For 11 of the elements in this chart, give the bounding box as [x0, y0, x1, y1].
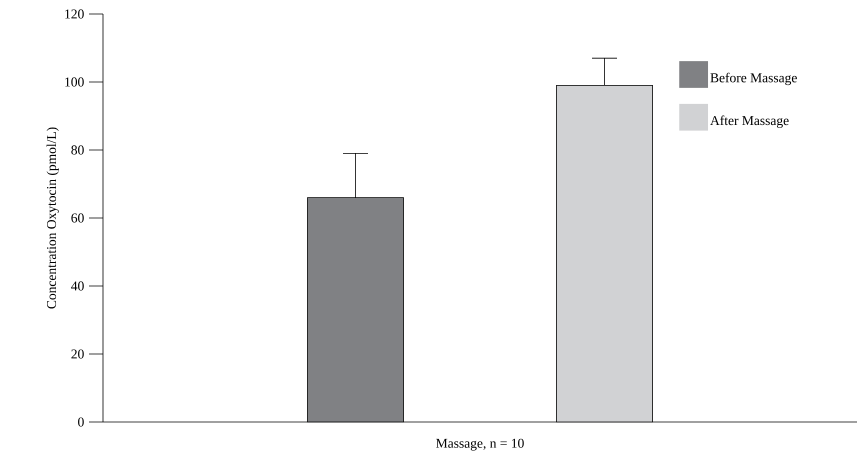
legend-label: Before Massage	[710, 72, 797, 86]
y-axis-title: Concentration Oxytocin (pmol/L)	[46, 127, 59, 309]
legend-label: After Massage	[710, 116, 789, 128]
x-axis-title: Massage, n = 10	[436, 438, 524, 451]
y-tick-label: 20	[71, 349, 84, 359]
y-tick-label: 40	[71, 281, 84, 291]
y-tick-label: 100	[65, 77, 84, 87]
y-tick-label: 0	[78, 417, 84, 427]
y-tick-label: 80	[71, 145, 84, 155]
y-tick-label: 120	[65, 9, 84, 19]
y-tick-label: 60	[71, 213, 84, 223]
